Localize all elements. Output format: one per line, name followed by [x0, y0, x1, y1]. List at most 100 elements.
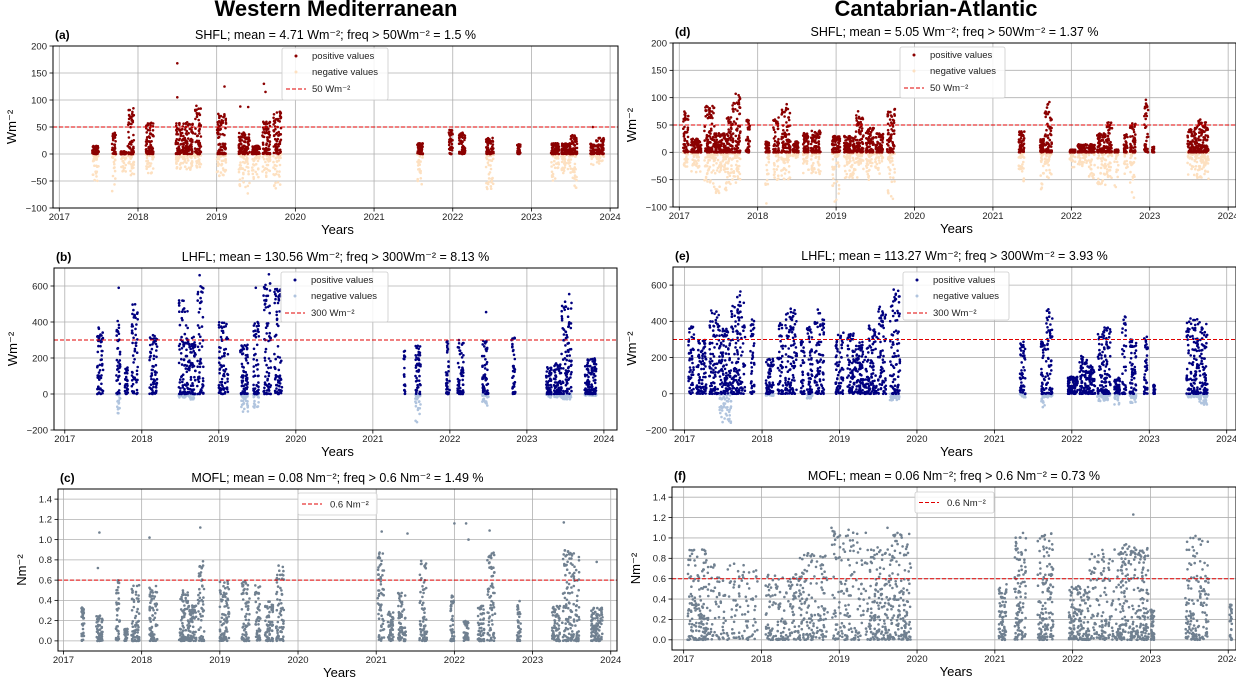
legend-marker-positive	[294, 54, 298, 58]
positive-value-point	[177, 361, 181, 365]
positive-value-point	[240, 362, 244, 366]
negative-value-point	[189, 168, 192, 171]
positive-value-point	[194, 369, 197, 373]
positive-value-point	[569, 326, 573, 330]
negative-value-point	[562, 171, 565, 175]
negative-value-point	[567, 162, 570, 165]
positive-value-point	[127, 145, 131, 149]
negative-value-point	[241, 410, 245, 413]
positive-value-point	[220, 365, 223, 369]
positive-value-point	[96, 376, 99, 379]
positive-value-point	[277, 297, 281, 301]
positive-value-point	[151, 122, 155, 125]
positive-value-point	[265, 391, 268, 395]
positive-value-point	[132, 390, 136, 393]
positive-value-point	[456, 345, 460, 349]
positive-value-point	[518, 145, 522, 148]
positive-value-point	[145, 127, 148, 130]
positive-value-point	[226, 597, 229, 600]
positive-value-point	[446, 347, 450, 351]
positive-value-point	[418, 390, 422, 394]
positive-value-point	[221, 132, 225, 136]
positive-value-point	[155, 345, 159, 348]
positive-value-point	[573, 149, 576, 153]
negative-value-point	[241, 399, 245, 403]
positive-value-point	[403, 384, 407, 388]
positive-value-point	[192, 639, 195, 643]
positive-value-point	[135, 392, 138, 396]
positive-value-point	[82, 616, 86, 620]
negative-value-point	[121, 156, 124, 159]
positive-value-point	[131, 639, 134, 643]
negative-value-point	[149, 171, 153, 175]
positive-value-point	[256, 592, 260, 595]
positive-value-point	[274, 367, 277, 371]
positive-value-point	[245, 612, 248, 616]
positive-value-point	[484, 138, 488, 141]
positive-value-point	[152, 385, 155, 389]
y-tick-label: 1.0	[39, 535, 52, 546]
positive-value-point	[134, 341, 137, 345]
positive-value-point	[136, 365, 139, 369]
positive-value-point	[189, 384, 193, 388]
negative-value-point	[416, 408, 420, 412]
positive-value-point	[516, 149, 519, 153]
positive-value-point	[152, 354, 156, 358]
positive-value-point	[189, 392, 192, 395]
positive-value-point	[183, 383, 187, 387]
positive-value-point	[278, 140, 282, 143]
positive-value-point	[197, 602, 200, 605]
positive-value-point	[564, 350, 567, 354]
positive-value-point	[589, 392, 592, 396]
positive-value-point	[219, 148, 223, 152]
positive-value-point	[240, 608, 244, 611]
positive-value-point	[564, 150, 568, 153]
positive-value-point	[188, 365, 191, 368]
positive-value-point	[224, 636, 228, 640]
positive-value-point	[263, 389, 266, 393]
positive-value-point	[457, 380, 460, 383]
positive-value-point	[181, 386, 185, 389]
positive-value-point	[191, 140, 194, 144]
positive-value-point	[446, 342, 450, 345]
positive-value-point	[448, 388, 451, 392]
negative-value-point	[417, 160, 421, 163]
positive-value-point	[185, 370, 189, 374]
negative-value-point	[127, 154, 131, 158]
positive-value-point	[134, 593, 138, 596]
positive-value-point	[512, 382, 516, 386]
positive-value-point	[221, 331, 225, 335]
positive-value-point	[175, 122, 178, 125]
positive-value-point	[97, 629, 100, 632]
positive-value-point	[266, 628, 270, 631]
positive-value-point	[201, 377, 205, 380]
positive-value-point	[595, 139, 598, 142]
negative-value-point	[565, 397, 569, 401]
positive-value-point	[278, 573, 282, 577]
positive-value-point	[181, 633, 185, 636]
positive-value-point	[245, 377, 249, 381]
negative-value-point	[418, 407, 422, 410]
positive-value-point	[198, 152, 201, 156]
positive-value-point	[485, 377, 488, 381]
positive-value-point	[201, 584, 204, 587]
positive-value-point	[274, 148, 277, 151]
positive-value-point	[587, 375, 590, 379]
positive-value-point	[483, 387, 486, 390]
x-tick-label: 2018	[131, 434, 152, 445]
x-tick-label: 2019	[206, 212, 227, 223]
positive-value-point	[148, 129, 152, 132]
positive-value-point	[587, 380, 591, 384]
positive-value-point	[97, 638, 100, 642]
negative-value-point	[198, 165, 202, 169]
negative-value-point	[264, 160, 267, 164]
negative-value-point	[182, 154, 186, 157]
positive-value-point	[136, 631, 139, 634]
positive-value-point	[276, 379, 280, 382]
positive-value-point	[256, 330, 259, 333]
positive-value-point	[179, 619, 183, 622]
positive-value-point	[461, 144, 465, 148]
positive-value-point	[565, 148, 568, 151]
positive-value-point	[183, 607, 187, 611]
positive-value-point	[553, 386, 557, 390]
